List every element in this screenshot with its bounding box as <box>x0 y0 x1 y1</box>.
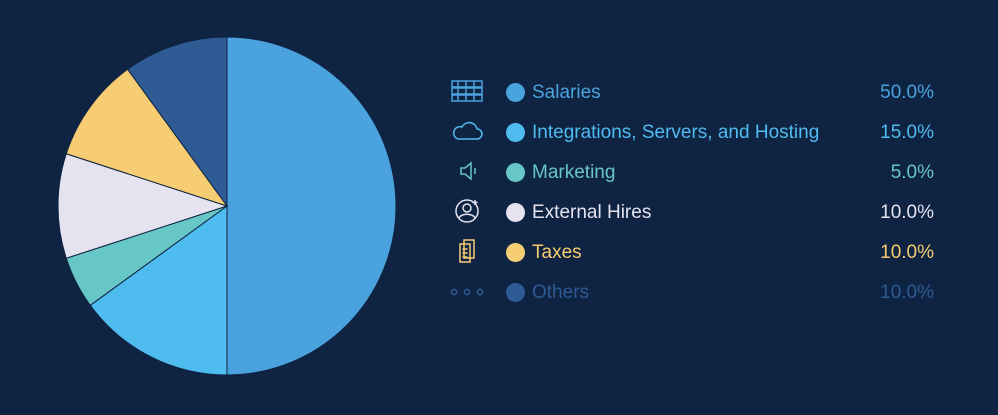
legend-dot <box>506 163 525 182</box>
legend-label: Others <box>532 282 590 303</box>
legend-item-taxes[interactable]: Taxes 10.0% <box>446 233 946 273</box>
legend-label: Integrations, Servers, and Hosting <box>532 122 820 143</box>
legend: Salaries 50.0% Integrations, Servers, an… <box>446 73 946 313</box>
legend-value: 10.0% <box>880 202 934 223</box>
user-add-icon <box>446 197 488 225</box>
legend-item-integrations[interactable]: Integrations, Servers, and Hosting 15.0% <box>446 113 946 153</box>
legend-value: 5.0% <box>890 162 934 183</box>
server-rack-icon <box>446 77 488 105</box>
legend-label: External Hires <box>532 202 652 223</box>
legend-dot <box>506 283 525 302</box>
legend-dot <box>506 243 525 262</box>
pie-chart <box>57 36 397 376</box>
legend-label: Salaries <box>532 82 601 103</box>
legend-value: 50.0% <box>880 82 934 103</box>
legend-item-salaries[interactable]: Salaries 50.0% <box>446 73 946 113</box>
legend-dot <box>506 123 525 142</box>
legend-value: 15.0% <box>880 122 934 143</box>
legend-label: Marketing <box>532 162 616 183</box>
speaker-icon <box>446 157 488 185</box>
cloud-icon <box>446 117 488 145</box>
legend-value: 10.0% <box>880 282 934 303</box>
more-dots-icon <box>446 277 488 305</box>
pie-slice-others[interactable] <box>126 36 228 208</box>
legend-value: 10.0% <box>880 242 934 263</box>
documents-icon <box>446 237 488 265</box>
legend-dot <box>506 203 525 222</box>
legend-dot <box>506 83 525 102</box>
pie-slice-salaries[interactable] <box>226 36 397 376</box>
legend-item-others[interactable]: Others 10.0% <box>446 273 946 313</box>
pie-slice-taxes[interactable] <box>65 68 229 207</box>
legend-label: Taxes <box>532 242 582 263</box>
pie-slice-integrations-servers-and-hosting[interactable] <box>89 205 228 376</box>
pie-slice-external-hires[interactable] <box>57 153 229 259</box>
legend-item-external-hires[interactable]: External Hires 10.0% <box>446 193 946 233</box>
legend-item-marketing[interactable]: Marketing 5.0% <box>446 153 946 193</box>
